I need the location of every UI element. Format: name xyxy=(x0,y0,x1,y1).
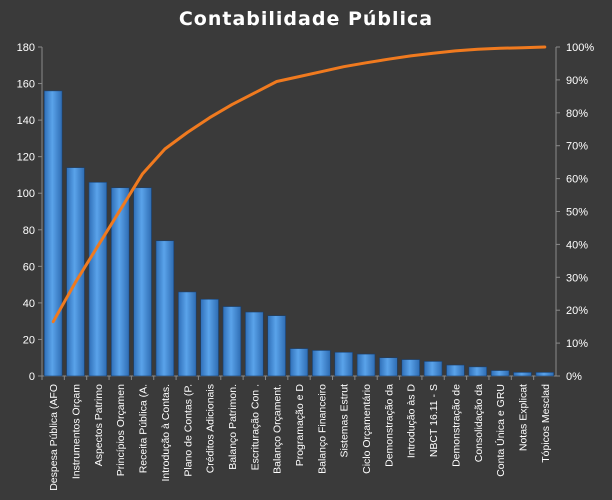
y-right-tick-label: 80% xyxy=(566,108,588,120)
bar xyxy=(245,311,264,377)
cumulative-point xyxy=(74,281,77,284)
bar xyxy=(401,359,420,377)
cumulative-point xyxy=(476,48,479,51)
y-left-tick-label: 0 xyxy=(29,371,35,383)
category-label: Consolidação da xyxy=(473,384,485,462)
bar xyxy=(66,167,85,377)
category-label: Balanço Orçament. xyxy=(272,384,284,474)
category-label: Aspectos Patrimo xyxy=(93,384,105,466)
bar xyxy=(267,315,286,377)
category-label: Introdução às D xyxy=(406,384,418,459)
category-label: NBCT 16.11 - S xyxy=(428,384,440,457)
cumulative-point xyxy=(253,92,256,94)
y-left-tick-label: 20 xyxy=(23,334,35,346)
category-label: Introdução à Contas. xyxy=(160,384,172,481)
y-left-tick-label: 140 xyxy=(17,115,35,127)
category-label: Princípios Orçamen xyxy=(115,384,127,476)
category-label: Plano de Contas (P. xyxy=(182,384,194,477)
bar xyxy=(535,372,555,377)
y-left-tick-label: 100 xyxy=(17,188,35,200)
cumulative-point xyxy=(454,50,457,52)
y-right-tick-label: 30% xyxy=(566,272,588,284)
cumulative-point xyxy=(141,172,144,175)
cumulative-point xyxy=(231,103,233,106)
cumulative-point xyxy=(544,46,546,48)
bar xyxy=(88,181,108,377)
y-right-tick-label: 70% xyxy=(566,141,588,153)
bar xyxy=(200,298,219,377)
bar xyxy=(312,350,331,377)
cumulative-point xyxy=(342,65,345,68)
cumulative-point xyxy=(409,55,412,57)
y-left-tick-label: 160 xyxy=(17,79,35,91)
bar xyxy=(43,90,63,377)
cumulative-point xyxy=(320,70,323,73)
cumulative-point xyxy=(365,61,367,64)
cumulative-point xyxy=(432,52,434,55)
category-label: Despesa Pública (AFO xyxy=(48,384,60,491)
category-label: Programação e D xyxy=(294,384,306,467)
bar xyxy=(513,372,532,377)
y-right-tick-label: 0% xyxy=(566,371,582,383)
category-label: Sistemas Estrut xyxy=(339,384,351,458)
cumulative-point xyxy=(387,58,390,60)
bar xyxy=(446,364,465,377)
y-left-tick-label: 60 xyxy=(23,261,35,273)
bar xyxy=(110,187,130,377)
category-label: Ciclo Orçamentário xyxy=(361,384,373,474)
y-right-tick-label: 50% xyxy=(566,207,588,219)
y-right-tick-label: 40% xyxy=(566,239,588,251)
y-left-tick-label: 180 xyxy=(17,42,35,54)
cumulative-point xyxy=(119,209,122,211)
bar xyxy=(468,366,488,377)
bar xyxy=(289,348,309,377)
category-label: Conta Única e GRU xyxy=(494,384,507,477)
cumulative-point xyxy=(186,131,189,134)
cumulative-point xyxy=(208,116,211,119)
y-left-tick-label: 120 xyxy=(17,152,35,164)
y-right-tick-label: 100% xyxy=(566,42,594,54)
bar xyxy=(423,361,443,377)
y-right-tick-label: 60% xyxy=(566,174,588,186)
y-right-tick-label: 10% xyxy=(566,338,588,350)
bar xyxy=(222,306,242,377)
bar xyxy=(356,353,376,377)
y-right-tick-label: 20% xyxy=(566,305,588,317)
category-label: Escrituração Con . xyxy=(249,384,261,470)
category-label: Receita Pública (A. xyxy=(138,384,150,473)
category-label: Balanço Patrimon. xyxy=(227,384,239,470)
cumulative-point xyxy=(52,320,54,323)
category-label: Balanço Financeiro xyxy=(316,384,328,474)
bar xyxy=(178,291,197,377)
cumulative-point xyxy=(298,75,300,78)
category-label: Tópicos Mesclad xyxy=(540,384,552,463)
cumulative-point xyxy=(499,47,501,50)
category-label: Demonstração da xyxy=(383,384,395,467)
y-left-tick-label: 80 xyxy=(23,225,35,237)
category-label: Demonstração de xyxy=(450,384,462,467)
category-label: Créditos Adicionais xyxy=(205,384,217,473)
cumulative-point xyxy=(164,148,166,150)
y-left-tick-label: 40 xyxy=(23,298,35,310)
cumulative-point xyxy=(97,245,99,247)
bar xyxy=(133,187,152,377)
cumulative-point xyxy=(275,80,278,83)
bar xyxy=(379,357,398,377)
chart-title: Contabilidade Pública xyxy=(178,8,434,30)
bar xyxy=(155,240,175,377)
category-label: Instrumentos Orçam xyxy=(71,384,83,479)
y-right-tick-label: 90% xyxy=(566,75,588,87)
cumulative-point xyxy=(521,46,524,49)
bar xyxy=(334,351,353,377)
bar xyxy=(490,370,510,377)
category-label: Notas Explicat xyxy=(517,384,529,451)
